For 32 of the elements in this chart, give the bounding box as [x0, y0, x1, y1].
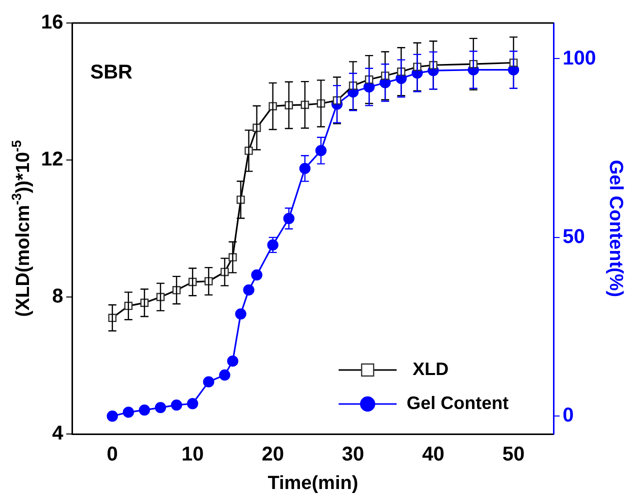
point [243, 284, 254, 296]
x-axis-title: Time(min) [268, 473, 358, 494]
x-tick-label: 0 [106, 444, 118, 466]
x-tick-label: 20 [262, 444, 284, 466]
point [138, 404, 150, 416]
point [203, 376, 214, 388]
point [219, 369, 230, 381]
point [227, 355, 238, 367]
point [283, 212, 294, 224]
y-tick-label: 4 [52, 422, 64, 445]
point [235, 308, 246, 320]
annotation: SBR [90, 62, 134, 84]
y-tick-label: 12 [40, 148, 64, 171]
y2-tick-label: 0 [562, 404, 574, 427]
y2-axis-title: Gel Content(%) [604, 160, 626, 298]
point [170, 399, 182, 411]
x-tick-label: 40 [422, 444, 444, 466]
point [122, 406, 134, 418]
x-tick-label: 10 [181, 444, 204, 466]
point [154, 402, 166, 414]
y2-tick-label: 50 [562, 226, 585, 248]
legend-label: XLD [412, 358, 449, 379]
point [106, 410, 118, 422]
point [186, 398, 198, 410]
legend-label: Gel Content [406, 392, 509, 413]
y-tick-label: 16 [40, 12, 64, 34]
y2-tick-label: 100 [562, 47, 596, 70]
y-tick-label: 8 [52, 286, 64, 308]
point [251, 269, 262, 281]
x-tick-label: 50 [502, 444, 525, 466]
x-tick-label: 30 [342, 444, 364, 466]
y-axis-title: (XLD(molcm-3))*10-5 [9, 140, 34, 317]
